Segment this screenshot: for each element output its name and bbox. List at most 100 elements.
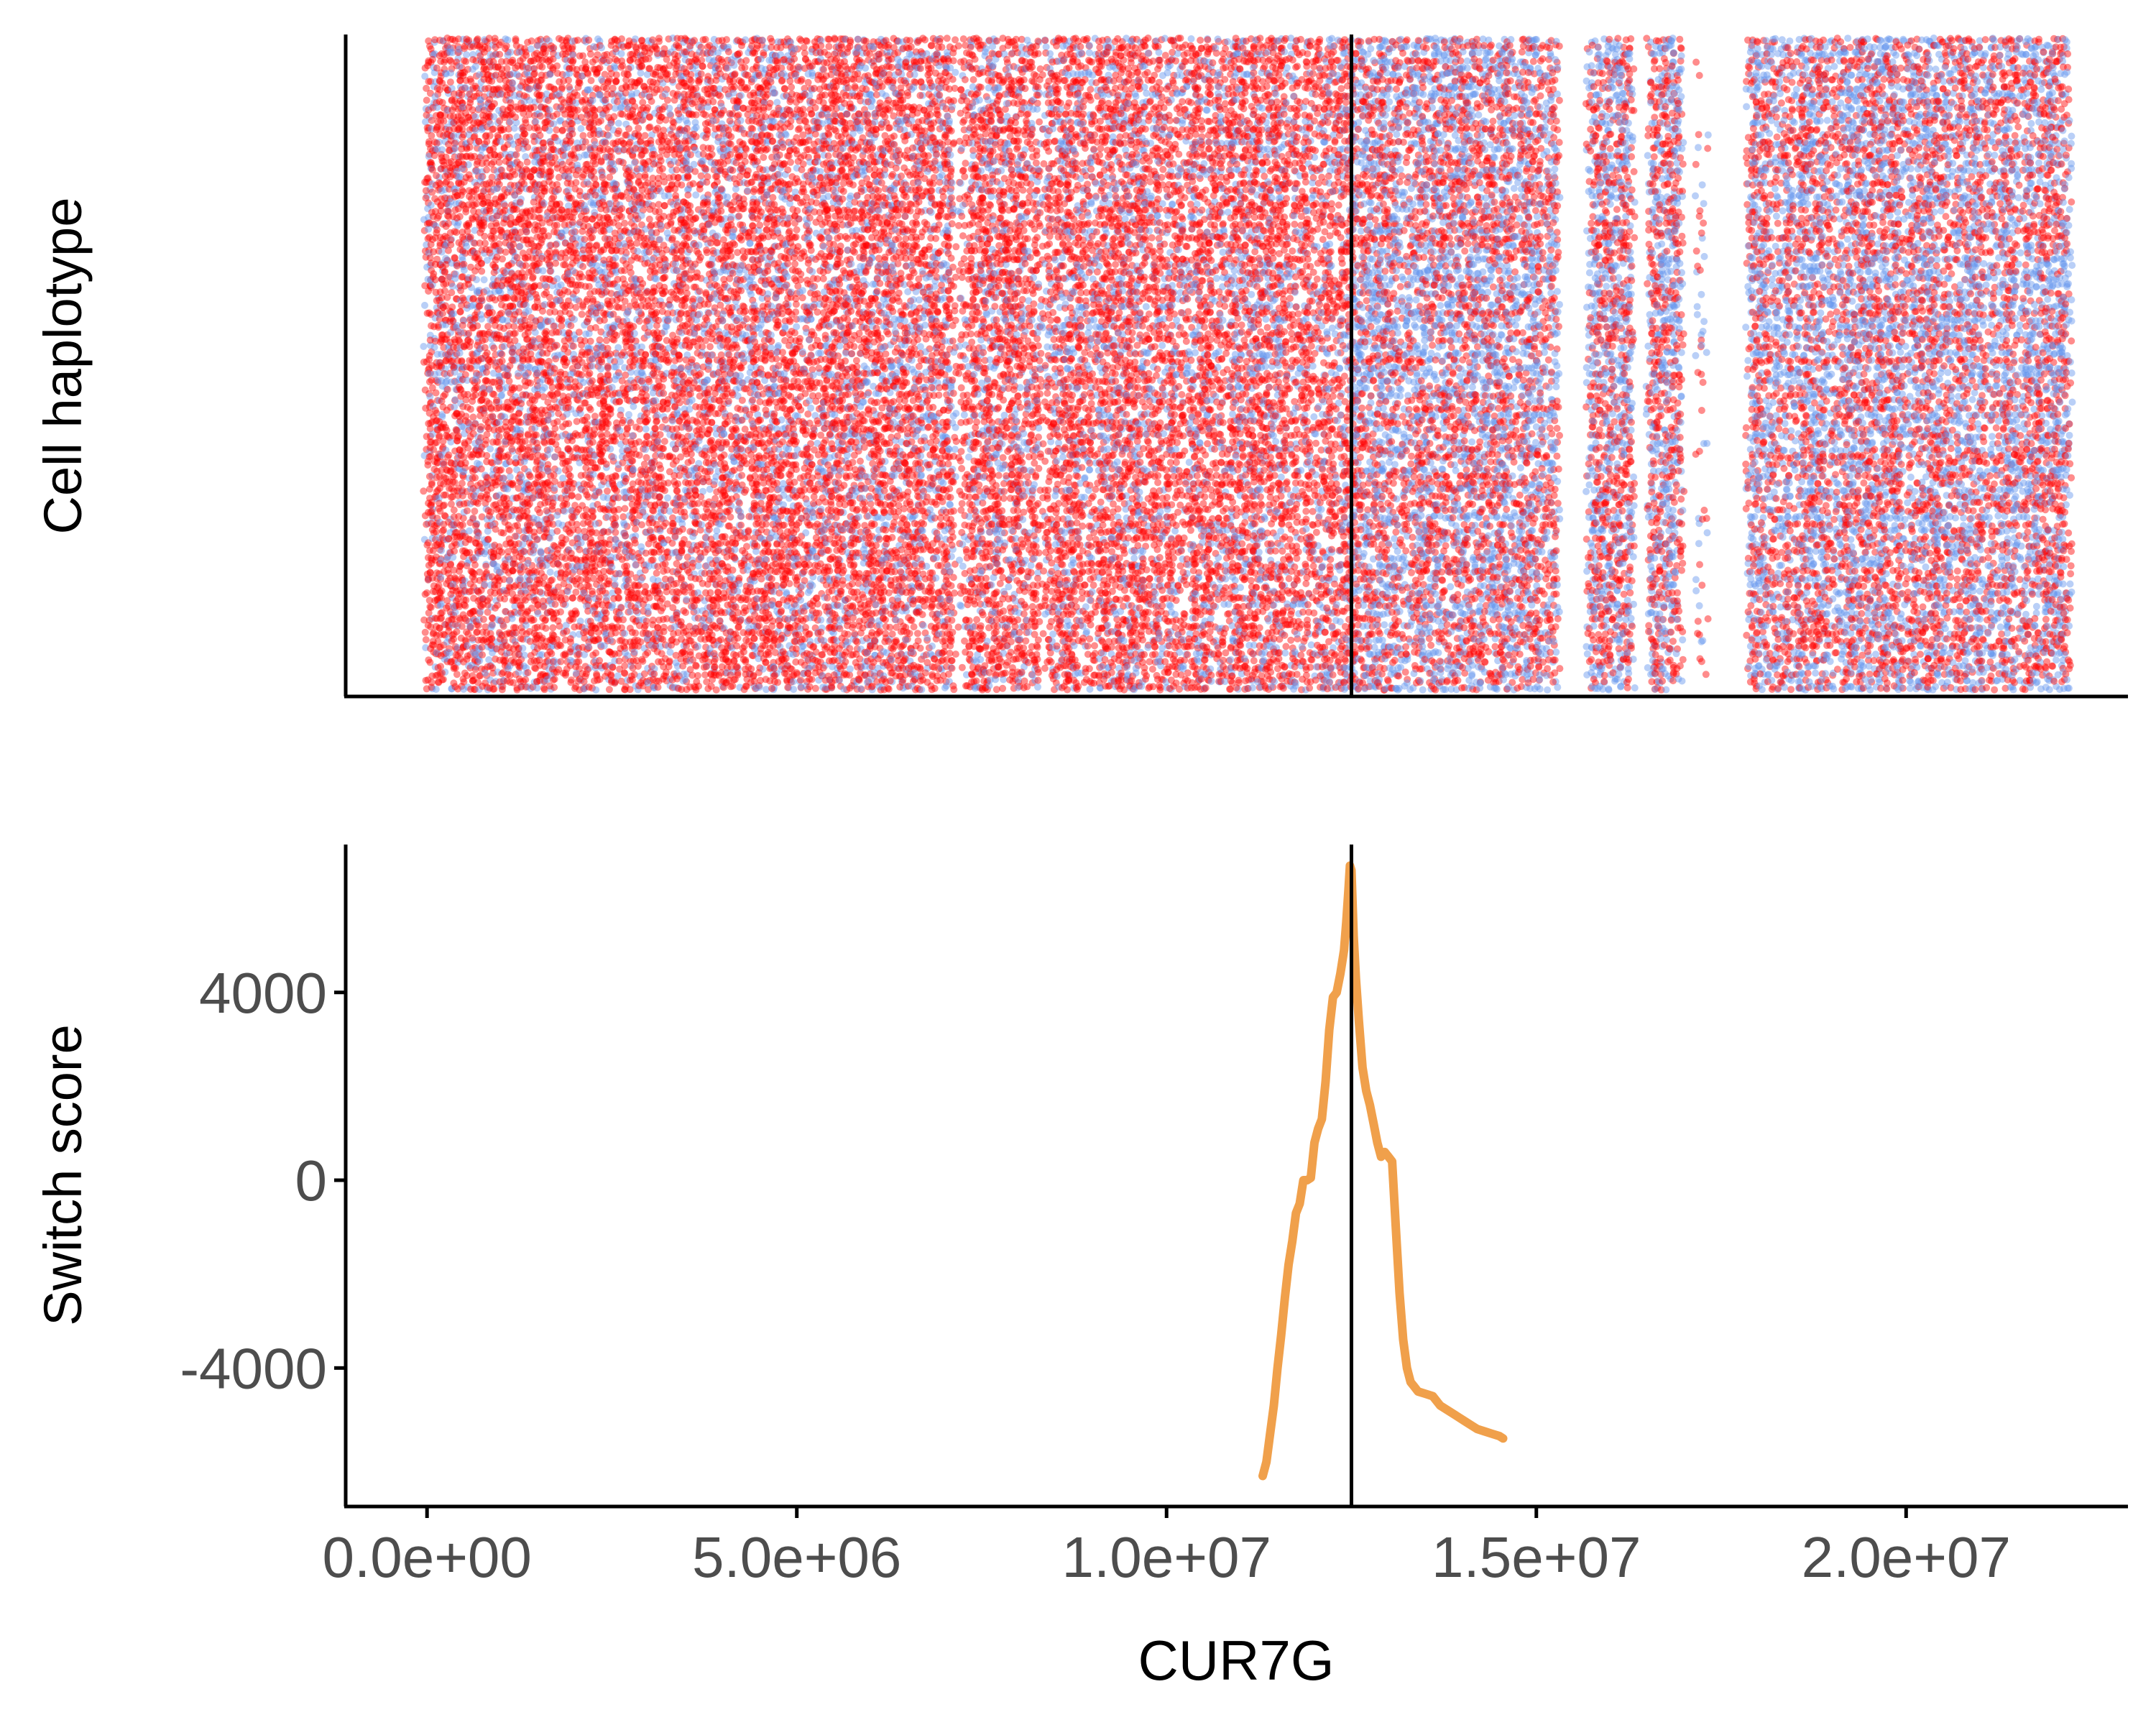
snp-point-hap-a (432, 492, 440, 500)
snp-point-hap-b (428, 535, 436, 543)
snp-point-hap-a (548, 576, 556, 584)
snp-point-hap-a (482, 436, 490, 444)
snp-point-hap-a (524, 254, 532, 261)
snp-point-hap-a (528, 167, 536, 175)
snp-point-hap-a (431, 195, 439, 203)
snp-point-hap-a (584, 666, 591, 673)
snp-point-hap-a (425, 616, 433, 624)
snp-point-hap-a (567, 549, 575, 557)
snp-point-hap-a (568, 58, 576, 66)
snp-point-hap-a (549, 624, 557, 632)
snp-point-hap-a (591, 180, 599, 188)
snp-point-hap-b (459, 165, 466, 172)
snp-point-hap-a (426, 438, 434, 446)
snp-point-hap-a (427, 45, 435, 53)
snp-point-hap-b (583, 178, 591, 186)
snp-point-hap-b (429, 402, 437, 410)
snp-point-hap-b (508, 615, 516, 622)
snp-point-hap-a (428, 384, 436, 392)
snp-point-hap-a (427, 502, 435, 509)
snp-point-hap-a (430, 465, 438, 473)
snp-point-hap-a (607, 406, 614, 414)
snp-point-hap-a (609, 479, 617, 487)
snp-point-hap-a (466, 338, 474, 346)
snp-point-hap-b (495, 418, 503, 426)
snp-point-hap-a (461, 45, 469, 52)
snp-point-hap-a (428, 116, 436, 124)
snp-point-hap-a (538, 622, 546, 630)
snp-point-hap-b (430, 344, 438, 351)
snp-point-hap-a (428, 641, 436, 649)
snp-point-hap-a (500, 192, 508, 200)
snp-point-hap-a (571, 430, 579, 438)
snp-point-hap-b (597, 75, 605, 83)
snp-point-hap-a (553, 62, 561, 70)
snp-point-hap-b (498, 391, 506, 399)
snp-point-hap-a (425, 409, 433, 417)
snp-point-hap-a (465, 221, 473, 229)
snp-point-hap-a (569, 513, 577, 521)
snp-point-hap-a (508, 349, 516, 356)
snp-point-hap-b (464, 161, 472, 169)
snp-point-hap-a (425, 420, 433, 428)
snp-point-hap-a (586, 50, 594, 58)
snp-point-hap-a (477, 465, 485, 473)
snp-point-hap-a (495, 433, 503, 441)
snp-point-hap-a (502, 42, 510, 50)
snp-point-hap-a (427, 58, 435, 66)
snp-point-hap-a (511, 170, 519, 178)
snp-point-hap-a (546, 276, 554, 283)
snp-point-hap-a (423, 433, 430, 441)
snp-point-hap-a (427, 78, 435, 86)
snp-point-hap-a (572, 179, 580, 186)
snp-point-hap-a (567, 137, 575, 145)
snp-point-hap-a (552, 241, 560, 249)
snp-point-hap-a (574, 526, 582, 534)
snp-point-hap-a (583, 413, 591, 421)
snp-point-hap-b (463, 242, 470, 250)
snp-point-hap-a (499, 255, 506, 263)
snp-point-hap-a (436, 479, 444, 487)
snp-point-hap-a (433, 426, 441, 433)
snp-point-hap-b (428, 615, 436, 622)
snp-point-hap-a (489, 413, 497, 420)
snp-point-hap-a (556, 375, 563, 383)
snp-point-hap-a (421, 64, 429, 72)
snp-point-hap-b (505, 577, 513, 584)
snp-point-hap-b (427, 104, 435, 111)
snp-point-hap-a (538, 471, 546, 479)
snp-point-hap-a (488, 103, 496, 111)
snp-point-hap-a (568, 213, 576, 221)
snp-point-hap-a (575, 658, 583, 666)
snp-point-hap-b (431, 145, 439, 153)
snp-point-hap-a (567, 322, 575, 330)
snp-point-hap-a (426, 443, 434, 451)
snp-point-hap-b (428, 125, 436, 133)
snp-point-hap-a (426, 282, 434, 290)
snp-point-hap-a (559, 539, 567, 547)
snp-point-hap-a (543, 493, 550, 500)
snp-point-hap-a (471, 666, 479, 673)
snp-point-hap-a (425, 485, 433, 493)
snp-point-hap-a (428, 678, 436, 686)
snp-point-hap-a (449, 586, 456, 594)
snp-point-hap-a (546, 648, 554, 656)
snp-point-hap-b (425, 113, 433, 121)
snp-point-hap-a (428, 164, 436, 172)
snp-point-hap-b (522, 301, 530, 309)
snp-point-hap-b (597, 365, 604, 373)
snp-point-hap-b (607, 445, 614, 453)
snp-point-hap-a (486, 512, 493, 520)
snp-point-hap-a (438, 669, 446, 677)
snp-point-hap-b (466, 622, 474, 630)
snp-point-hap-a (540, 144, 548, 151)
snp-point-hap-a (520, 104, 528, 111)
snp-point-hap-a (542, 616, 550, 624)
snp-point-hap-b (425, 576, 433, 584)
snp-point-hap-b (541, 281, 549, 289)
snp-point-hap-a (490, 234, 498, 242)
snp-point-hap-a (438, 676, 446, 684)
snp-point-hap-a (609, 167, 617, 175)
snp-point-hap-b (426, 331, 434, 339)
snp-point-hap-a (426, 159, 434, 167)
